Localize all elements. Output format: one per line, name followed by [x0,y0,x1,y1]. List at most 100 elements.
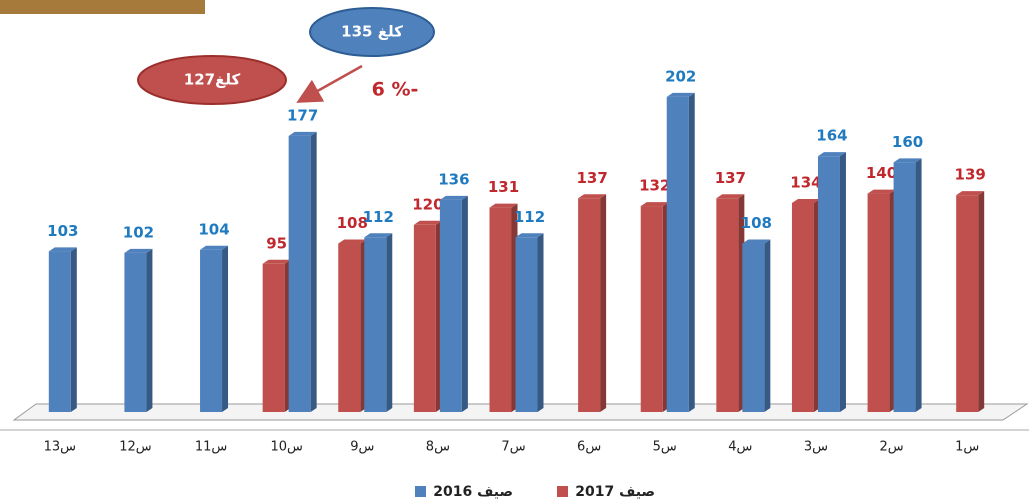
bar-top [515,233,544,238]
data-label: 112 [363,208,394,226]
data-label: 177 [287,106,318,124]
bar-side [839,152,846,412]
bar [124,252,147,412]
bar-top [666,92,695,97]
bar-top [364,233,393,238]
bar-top [791,198,820,203]
bar-top [578,194,607,199]
bar-top [262,259,291,264]
x-tick-label: س9 [350,440,374,455]
bar [716,198,739,412]
bar-top [439,195,468,200]
bar-side [461,195,468,412]
legend-label: صيف 2016 [433,484,513,500]
bar-top [48,247,77,252]
data-label: 137 [715,169,746,187]
bar-side [146,248,153,412]
annotation: 6 %- [372,79,419,101]
x-tick-label: س2 [879,440,903,455]
bar-side [70,247,77,412]
bar [791,202,814,412]
bar [515,237,538,412]
data-label: 134 [790,173,821,191]
bar-top [200,245,229,250]
x-tick-label: س11 [195,440,227,455]
bar-side [764,239,771,412]
bar-top [288,131,317,136]
x-tick-label: س12 [119,440,151,455]
bar-top [716,194,745,199]
data-label: 164 [816,127,847,145]
bar-side [978,191,985,412]
x-tick-label: س10 [270,440,302,455]
bar-top [413,220,442,225]
bar-top [742,239,771,244]
bar-side [915,158,922,412]
bar [489,207,512,412]
bar-top [338,239,367,244]
x-tick-label: س5 [653,440,677,455]
bar-side [600,194,607,412]
data-label: 103 [47,222,78,240]
x-tick-label: س1 [955,440,979,455]
bar [893,162,916,412]
annotation: 135 كلغ [341,23,403,41]
bar-side [537,233,544,412]
bar-top [489,203,518,208]
bar-top [817,152,846,157]
legend-swatch [557,486,568,497]
x-tick-label: س13 [44,440,76,455]
bar [867,193,890,412]
legend-swatch [415,486,426,497]
bar-side [688,92,695,412]
bar-side [310,131,317,412]
bar [413,224,436,412]
legend-label: صيف 2017 [575,484,655,500]
bar [578,198,601,412]
data-label: 132 [639,177,670,195]
data-label: 112 [514,208,545,226]
bar [338,243,361,412]
bar [956,195,979,412]
x-tick-label: س3 [804,440,828,455]
bar [439,199,462,412]
bar [288,135,311,412]
data-label: 120 [412,195,443,213]
bar [200,249,223,412]
data-label: 160 [892,133,923,151]
data-label: 139 [955,166,986,184]
x-tick-label: س6 [577,440,601,455]
data-label: 202 [665,67,696,85]
bar [48,251,71,412]
data-label: 137 [576,169,607,187]
bar-side [386,233,393,412]
bar-top [640,202,669,207]
bar-top [893,158,922,163]
arrow [296,64,363,103]
bar [742,243,765,412]
x-tick-label: س8 [426,440,450,455]
data-label: 136 [438,170,469,188]
data-label: 102 [123,223,154,241]
bar [364,237,387,412]
data-label: 108 [337,214,368,232]
bar [817,156,840,412]
data-label: 140 [866,164,897,182]
bar-top [867,189,896,194]
bar-top [956,191,985,196]
photo-fragment [0,0,205,14]
bar [640,206,663,412]
legend: صيف 2017 صيف 2016 [415,484,655,500]
data-label: 131 [488,178,519,196]
data-label: 104 [198,220,229,238]
x-tick-label: س7 [501,440,525,455]
annotation: 127كلغ [184,71,241,89]
bar-side [222,245,229,412]
annotation-bubble [309,7,435,57]
x-tick-label: س4 [728,440,752,455]
data-label: 95 [266,234,287,252]
data-label: 108 [741,214,772,232]
annotation-bubble [137,55,287,105]
bar-top [124,248,153,253]
